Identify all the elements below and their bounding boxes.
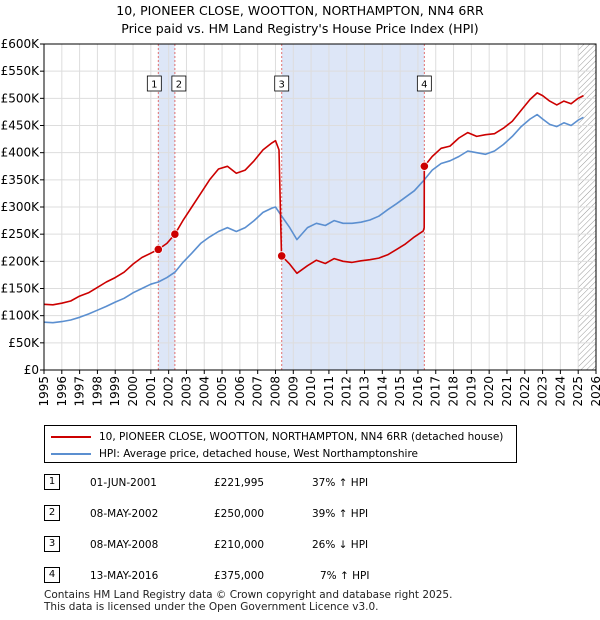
y-tick-label: £100K — [1, 309, 41, 323]
sale-date: 01-JUN-2001 — [90, 477, 157, 489]
x-tick-label: 2016 — [411, 376, 425, 407]
x-tick-label: 2017 — [429, 376, 443, 407]
y-tick-label: £250K — [1, 227, 41, 241]
x-tick-label: 2004 — [197, 376, 211, 407]
x-tick-label: 2008 — [268, 376, 282, 407]
x-tick-label: 2023 — [536, 376, 550, 407]
sale-point — [277, 251, 287, 261]
x-tick-label: 1999 — [108, 376, 122, 407]
x-tick-label: 2011 — [322, 376, 336, 407]
sale-price: £221,995 — [214, 477, 265, 489]
y-tick-label: £200K — [1, 254, 41, 268]
x-tick-label: 2009 — [286, 376, 300, 407]
sale-number-box — [146, 75, 162, 92]
legend-swatch-price — [51, 435, 91, 438]
x-tick-label: 2024 — [553, 376, 567, 407]
y-tick-label: £350K — [1, 173, 41, 187]
sale-price: £250,000 — [214, 508, 265, 520]
price-paid-line — [43, 92, 584, 306]
title-line-2: Price paid vs. HM Land Registry's House … — [121, 21, 479, 36]
x-tick-label: 1998 — [90, 376, 104, 407]
table-row: 3 08-MAY-2008 £210,000 26% ↓ HPI — [0, 536, 600, 556]
legend-item-price: 10, PIONEER CLOSE, WOOTTON, NORTHAMPTON,… — [51, 428, 503, 445]
y-tick-label: £300K — [1, 200, 41, 214]
legend-label-price: 10, PIONEER CLOSE, WOOTTON, NORTHAMPTON,… — [99, 430, 504, 443]
sale-point — [170, 229, 180, 239]
sale-point — [153, 244, 163, 254]
x-tick-label: 2019 — [464, 376, 478, 407]
footer: Contains HM Land Registry data © Crown c… — [44, 589, 452, 613]
y-tick-label: £50K — [8, 336, 40, 350]
y-tick-label: £600K — [1, 37, 41, 51]
x-tick-label: 2012 — [340, 376, 354, 407]
x-tick-label: 2003 — [179, 376, 193, 407]
x-tick-label: 2006 — [233, 376, 247, 407]
sale-number-label: 4 — [421, 80, 427, 91]
y-tick-label: £0 — [24, 363, 39, 377]
x-tick-label: 1995 — [37, 376, 51, 407]
x-tick-label: 2018 — [447, 376, 461, 407]
x-tick-label: 2002 — [162, 376, 176, 407]
sale-date: 13-MAY-2016 — [90, 570, 159, 582]
x-tick-label: 2026 — [589, 376, 600, 407]
sale-number: 1 — [44, 474, 60, 490]
sale-number: 4 — [44, 567, 60, 583]
legend-item-hpi: HPI: Average price, detached house, West… — [51, 445, 418, 462]
sale-number-label: 3 — [279, 80, 285, 91]
y-tick-label: £550K — [1, 64, 41, 78]
x-tick-label: 2013 — [358, 376, 372, 407]
x-tick-label: 2025 — [571, 376, 585, 407]
legend-swatch-hpi — [51, 452, 91, 455]
legend-label-hpi: HPI: Average price, detached house, West… — [99, 447, 418, 460]
y-tick-label: £400K — [1, 146, 41, 160]
chart-title: 10, PIONEER CLOSE, WOOTTON, NORTHAMPTON,… — [0, 2, 600, 38]
sale-number-box — [416, 75, 432, 92]
sale-point — [419, 161, 429, 171]
table-row: 1 01-JUN-2001 £221,995 37% ↑ HPI — [0, 474, 600, 494]
x-tick-label: 2021 — [500, 376, 514, 407]
footer-copyright: Contains HM Land Registry data © Crown c… — [44, 589, 453, 601]
y-tick-label: £450K — [1, 119, 41, 133]
x-tick-label: 2007 — [251, 376, 265, 407]
sale-hpi: 26% ↓ HPI — [312, 539, 369, 551]
sale-hpi: 37% ↑ HPI — [312, 477, 369, 489]
x-tick-label: 2000 — [126, 376, 140, 407]
sale-number: 2 — [44, 505, 60, 521]
sale-price: £210,000 — [214, 539, 265, 551]
x-tick-label: 2020 — [482, 376, 496, 407]
sale-number-box — [171, 75, 187, 92]
x-tick-label: 2022 — [518, 376, 532, 407]
y-tick-label: £500K — [1, 91, 41, 105]
sale-number-box — [274, 75, 290, 92]
footer-licence: This data is licensed under the Open Gov… — [44, 601, 379, 613]
sale-date: 08-MAY-2008 — [90, 539, 159, 551]
table-row: 4 13-MAY-2016 £375,000 7% ↑ HPI — [0, 567, 600, 587]
sale-number-label: 2 — [176, 80, 182, 91]
x-tick-label: 1996 — [55, 376, 69, 407]
sale-hpi: 7% ↑ HPI — [320, 570, 370, 582]
sale-number: 3 — [44, 536, 60, 552]
sale-number-label: 1 — [151, 80, 157, 91]
hpi-line — [43, 113, 584, 324]
x-tick-label: 2001 — [144, 376, 158, 407]
legend: 10, PIONEER CLOSE, WOOTTON, NORTHAMPTON,… — [44, 425, 517, 463]
x-tick-label: 2010 — [304, 376, 318, 407]
y-tick-label: £150K — [1, 282, 41, 296]
x-tick-label: 2014 — [375, 376, 389, 407]
x-tick-label: 2015 — [393, 376, 407, 407]
table-row: 2 08-MAY-2002 £250,000 39% ↑ HPI — [0, 505, 600, 525]
price-chart: 1 2 3 4 £0 £50K £100K £150K £200K £250K £300K £350… — [1, 37, 600, 407]
sale-price: £375,000 — [214, 570, 265, 582]
sale-hpi: 39% ↑ HPI — [312, 508, 369, 520]
title-line-1: 10, PIONEER CLOSE, WOOTTON, NORTHAMPTON,… — [116, 3, 484, 18]
x-tick-label: 1997 — [73, 376, 87, 407]
x-tick-label: 2005 — [215, 376, 229, 407]
sale-date: 08-MAY-2002 — [90, 508, 159, 520]
